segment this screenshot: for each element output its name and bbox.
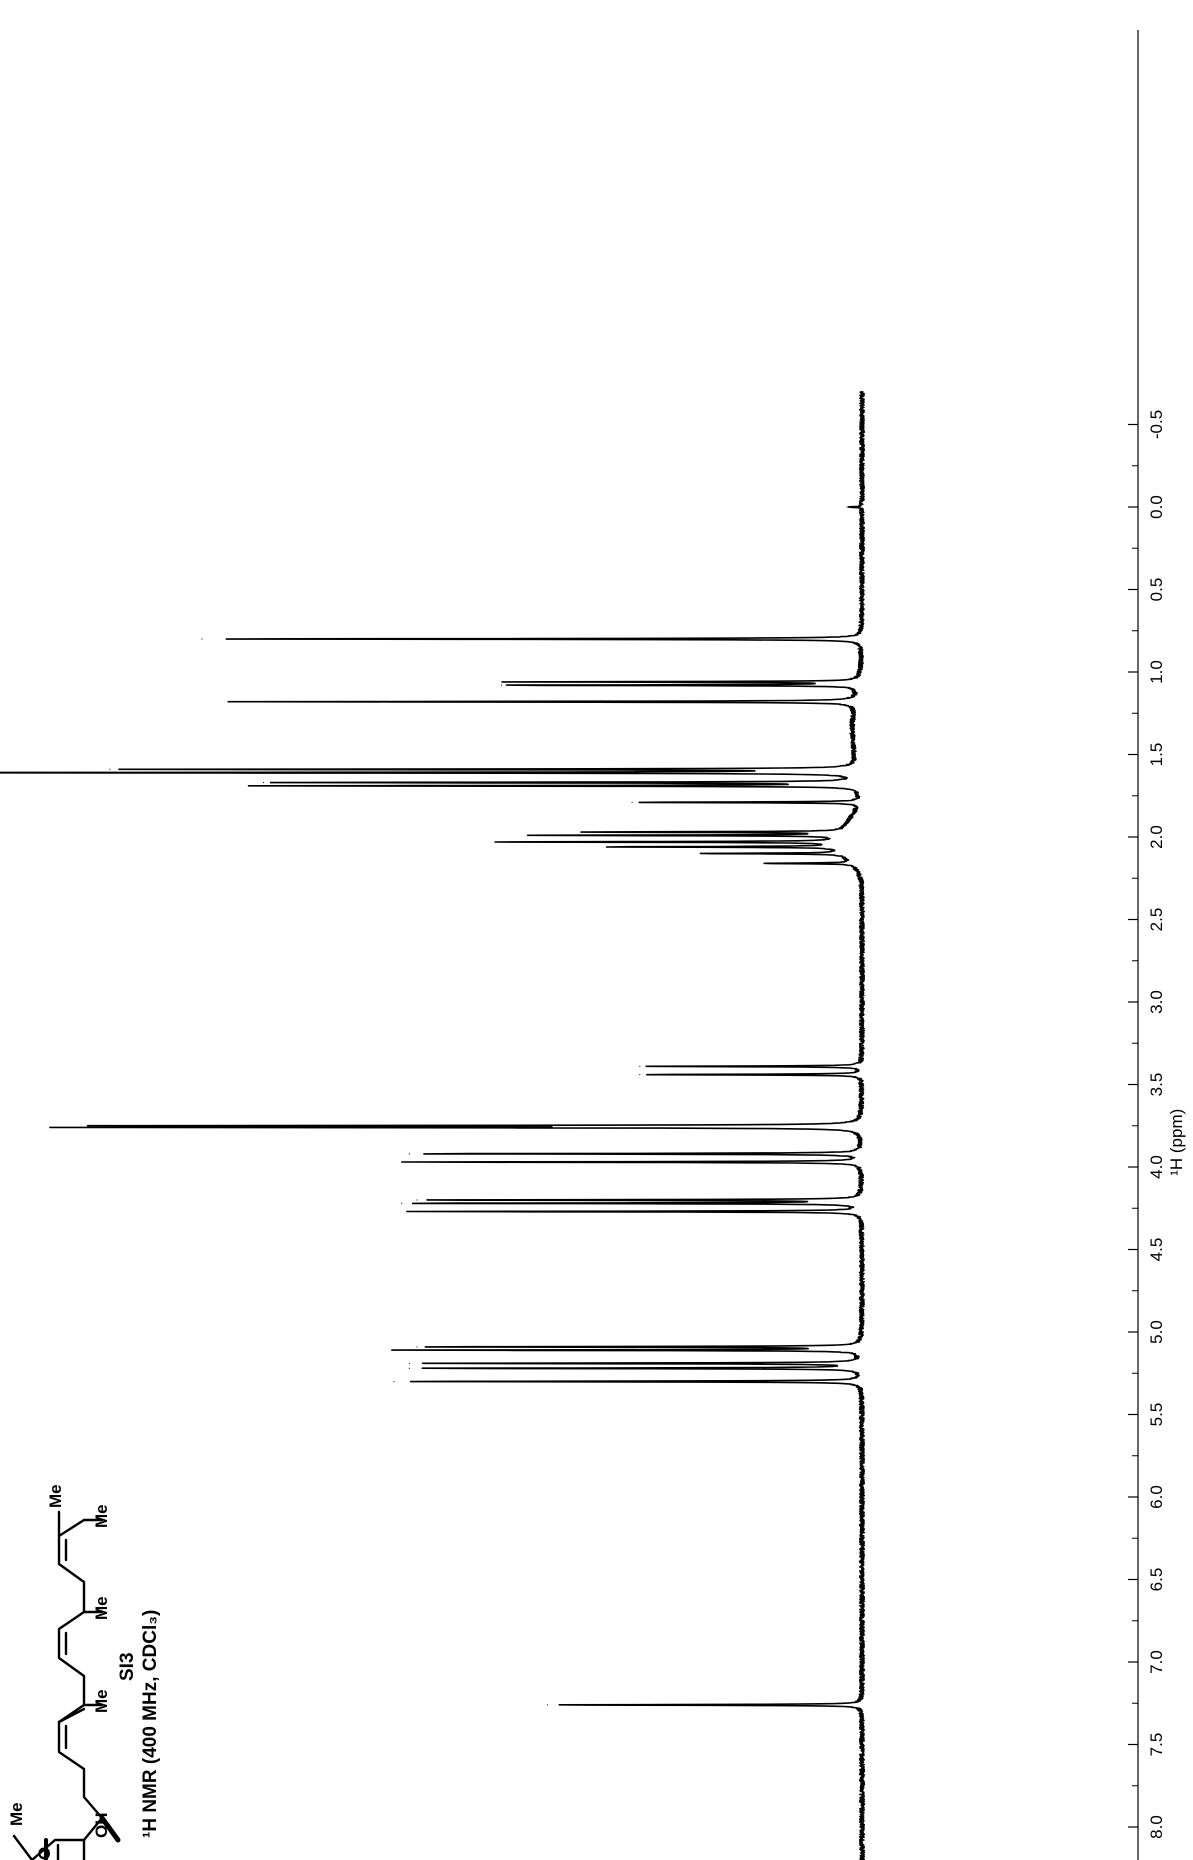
methyl-label-2: Me <box>92 1504 111 1528</box>
hydroxyl-label: OH <box>92 1813 111 1839</box>
tick-label: 3.0 <box>1147 990 1166 1014</box>
tick-label: 1.0 <box>1147 660 1166 684</box>
tick-label: 4.0 <box>1147 1155 1166 1179</box>
tick-label: 7.0 <box>1147 1650 1166 1674</box>
tick-label: 0.5 <box>1147 578 1166 602</box>
tick-label: 8.0 <box>1147 1815 1166 1839</box>
spectrum-trace-group <box>0 390 866 1860</box>
molecule-structure <box>12 1510 121 1860</box>
spectrum-trace <box>0 390 866 1860</box>
experiment-caption: ¹H NMR (400 MHz, CDCl₃) <box>140 1610 161 1838</box>
methyl-label-1: Me <box>46 1484 65 1508</box>
tick-label: 0.0 <box>1147 495 1166 519</box>
tick-label: 5.5 <box>1147 1403 1166 1427</box>
compound-label: SI3 <box>117 1652 138 1681</box>
methyl-label-3: Me <box>92 1596 111 1620</box>
tick-label: 1.5 <box>1147 743 1166 767</box>
tick-label: 2.5 <box>1147 908 1166 932</box>
oxygen-label: O <box>35 1847 54 1860</box>
x-axis-title: ¹H (ppm) <box>1167 1109 1186 1176</box>
tick-label: 3.5 <box>1147 1073 1166 1097</box>
tick-label: 4.5 <box>1147 1238 1166 1262</box>
methyl-label-4: Me <box>92 1689 111 1713</box>
tick-label: 2.0 <box>1147 825 1166 849</box>
tick-label: -0.5 <box>1147 410 1166 439</box>
methyl-label-5: Me <box>7 1802 26 1826</box>
tick-label: 7.5 <box>1147 1733 1166 1757</box>
tick-label: 5.0 <box>1147 1320 1166 1344</box>
tick-label: 6.0 <box>1147 1485 1166 1509</box>
ppm-axis: 8.0 7.5 7.0 6.5 6.0 5.5 5.0 4.5 4.0 3.5 3.0 2.5 2.0 1… <box>1128 30 1166 1860</box>
tick-label: 6.5 <box>1147 1568 1166 1592</box>
